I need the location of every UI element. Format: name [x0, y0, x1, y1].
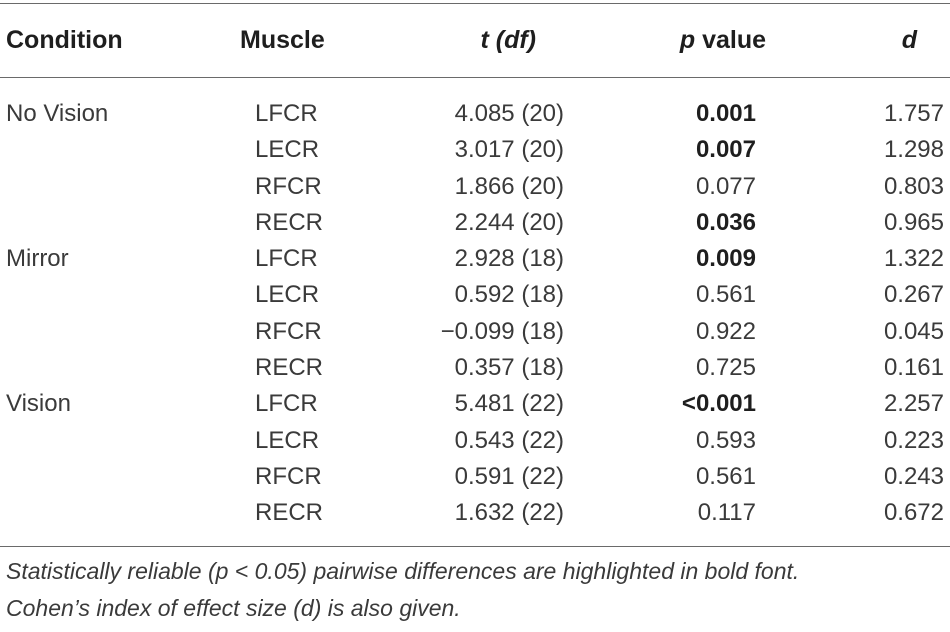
header-p-symbol: p: [679, 26, 696, 54]
header-d: d: [0, 24, 917, 56]
effect-size-cell: 1.757: [883, 100, 944, 127]
table-top-rule: [0, 3, 950, 4]
p-value-cell: 0.077: [695, 172, 756, 200]
condition-cell: No Vision: [6, 100, 109, 127]
muscle-cell: RFCR: [255, 462, 322, 490]
table-row: Vision LFCR 5.481 (22) <0.001 2.257: [0, 386, 950, 422]
effect-size-cell: 2.257: [883, 390, 944, 418]
t-df-cell: 1.632 (22): [454, 499, 564, 527]
t-df-cell: 4.085 (20): [454, 100, 564, 127]
condition-cell: Mirror: [6, 245, 69, 273]
table-bottom-rule: [0, 546, 950, 547]
t-df-cell: 0.591 (22): [454, 462, 564, 490]
table-row: No Vision LFCR 4.085 (20) 0.001 1.757: [0, 96, 950, 132]
muscle-cell: RECR: [255, 499, 324, 527]
effect-size-cell: 1.322: [883, 245, 944, 273]
t-df-cell: 0.357 (18): [454, 354, 564, 382]
p-value-cell: 0.036: [695, 208, 756, 236]
muscle-cell: LECR: [255, 426, 320, 454]
footnote-line-1: Statistically reliable (p < 0.05) pairwi…: [6, 558, 800, 584]
effect-size-cell: 0.803: [883, 172, 944, 200]
header-df-symbol: (df): [495, 26, 536, 54]
p-value-cell: 0.117: [697, 499, 756, 527]
header-t-df: t (df): [0, 24, 536, 56]
table-row: RFCR 0.591 (22) 0.561 0.243: [0, 459, 950, 495]
p-value-cell: 0.922: [695, 317, 756, 345]
header-condition: Condition: [6, 26, 123, 54]
t-df-cell: −0.099 (18): [440, 317, 564, 345]
table-row: RECR 0.357 (18) 0.725 0.161: [0, 350, 950, 386]
muscle-cell: RECR: [255, 208, 324, 236]
t-df-cell: 2.928 (18): [454, 245, 564, 273]
p-value-cell: 0.561: [695, 462, 756, 490]
muscle-cell: LECR: [255, 136, 320, 164]
p-value-cell: 0.009: [695, 245, 756, 273]
table-header-rule: [0, 77, 950, 78]
p-value-cell: 0.561: [695, 281, 756, 309]
p-value-cell: <0.001: [681, 390, 756, 418]
table-row: RECR 1.632 (22) 0.117 0.672: [0, 495, 950, 531]
table-row: LECR 0.543 (22) 0.593 0.223: [0, 423, 950, 459]
table-footnote: Statistically reliable (p < 0.05) pairwi…: [6, 553, 946, 627]
table-row: LECR 3.017 (20) 0.007 1.298: [0, 132, 950, 168]
muscle-cell: LFCR: [255, 100, 318, 127]
header-p-label: value: [695, 26, 766, 54]
table-row: RFCR 1.866 (20) 0.077 0.803: [0, 169, 950, 205]
effect-size-cell: 0.045: [883, 317, 944, 345]
t-df-cell: 1.866 (20): [454, 172, 564, 200]
t-df-cell: 5.481 (22): [454, 390, 564, 418]
p-value-cell: 0.001: [695, 100, 756, 127]
effect-size-cell: 0.223: [883, 426, 944, 454]
t-df-cell: 0.543 (22): [454, 426, 564, 454]
header-muscle: Muscle: [240, 26, 325, 54]
effect-size-cell: 0.267: [883, 281, 944, 309]
footnote-line-2: Cohen’s index of effect size (d) is also…: [6, 595, 461, 621]
t-df-cell: 2.244 (20): [454, 208, 564, 236]
effect-size-cell: 0.965: [883, 208, 944, 236]
muscle-cell: RFCR: [255, 317, 322, 345]
p-value-cell: 0.007: [695, 136, 756, 164]
header-t-symbol: t: [480, 26, 489, 54]
effect-size-cell: 0.243: [883, 462, 944, 490]
header-p-value: p value: [0, 24, 766, 56]
muscle-cell: RFCR: [255, 172, 322, 200]
p-value-cell: 0.725: [695, 354, 756, 382]
effect-size-cell: 1.298: [883, 136, 944, 164]
muscle-cell: LFCR: [255, 390, 318, 418]
table-body: No Vision LFCR 4.085 (20) 0.001 1.757 LECR 3.0…: [0, 96, 950, 532]
t-df-cell: 0.592 (18): [454, 281, 564, 309]
effect-size-cell: 0.161: [883, 354, 944, 382]
t-df-cell: 3.017 (20): [454, 136, 564, 164]
header-d-symbol: d: [901, 26, 917, 54]
effect-size-cell: 0.672: [883, 499, 944, 527]
muscle-cell: LFCR: [255, 245, 318, 273]
table-row: LECR 0.592 (18) 0.561 0.267: [0, 277, 950, 313]
table-row: RFCR −0.099 (18) 0.922 0.045: [0, 314, 950, 350]
p-value-cell: 0.593: [695, 426, 756, 454]
condition-cell: Vision: [6, 390, 71, 418]
table-row: RECR 2.244 (20) 0.036 0.965: [0, 205, 950, 241]
table-row: Mirror LFCR 2.928 (18) 0.009 1.322: [0, 241, 950, 277]
muscle-cell: LECR: [255, 281, 320, 309]
muscle-cell: RECR: [255, 354, 324, 382]
